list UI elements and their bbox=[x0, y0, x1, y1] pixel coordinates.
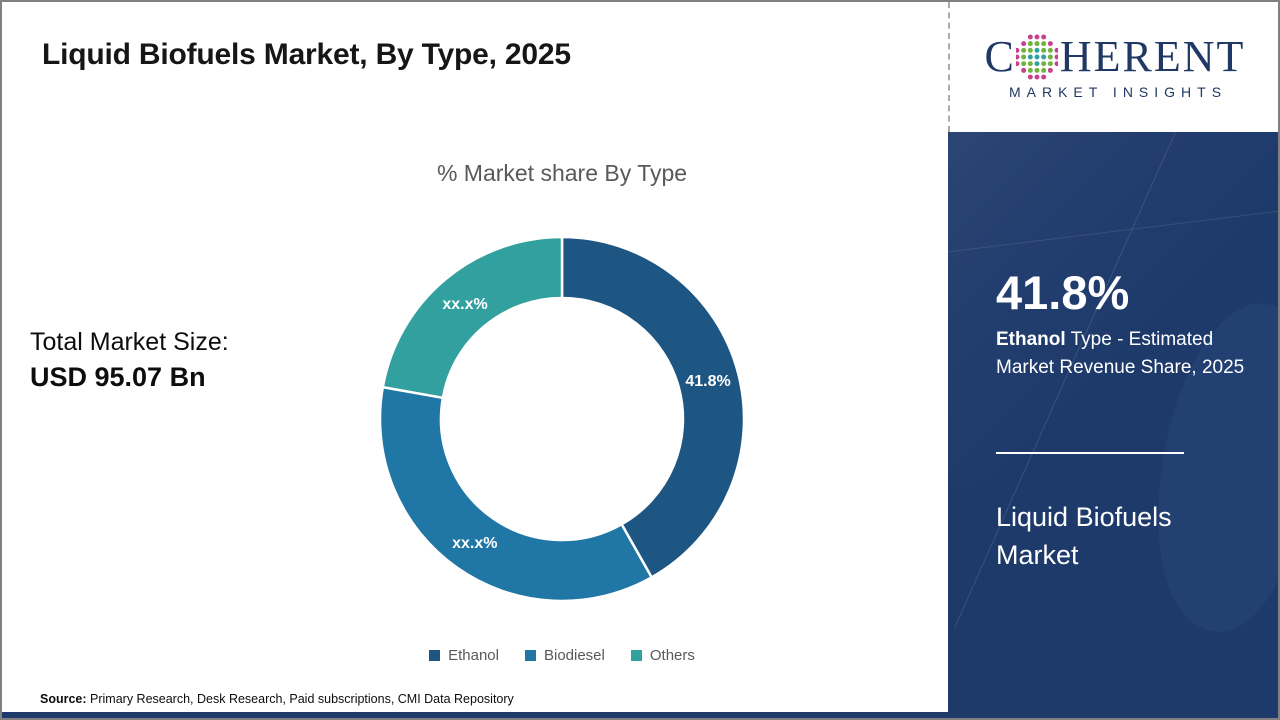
legend-item-biodiesel: Biodiesel bbox=[524, 647, 605, 664]
logo-letter-c: C bbox=[984, 32, 1014, 81]
globe-dot bbox=[1027, 41, 1033, 47]
globe-dot bbox=[1047, 61, 1053, 67]
globe-dot bbox=[1041, 54, 1047, 60]
total-market-value: USD 95.07 Bn bbox=[30, 362, 206, 392]
logo-subtitle: MARKET INSIGHTS bbox=[1008, 84, 1228, 100]
slice-label-ethanol: 41.8% bbox=[685, 373, 730, 390]
source-text: Primary Research, Desk Research, Paid su… bbox=[86, 692, 514, 706]
globe-dot bbox=[1027, 61, 1033, 67]
globe-dot bbox=[1015, 54, 1020, 60]
globe-dot bbox=[1027, 67, 1033, 73]
globe-dot bbox=[1054, 54, 1058, 60]
donut-slice-ethanol bbox=[560, 235, 746, 580]
globe-dot bbox=[1041, 67, 1047, 73]
globe-dot bbox=[1054, 47, 1058, 53]
globe-dot bbox=[1034, 34, 1040, 40]
legend-item-others: Others bbox=[630, 647, 695, 664]
globe-dot bbox=[1034, 41, 1040, 47]
source-label: Source: bbox=[40, 692, 87, 706]
globe-dot bbox=[1015, 61, 1020, 67]
donut-slice-others bbox=[381, 235, 564, 400]
globe-dot bbox=[1047, 54, 1053, 60]
sidebar-divider bbox=[996, 452, 1184, 454]
globe-dot bbox=[1041, 34, 1047, 40]
legend-swatch-biodiesel bbox=[524, 650, 536, 661]
source-line: Source: Primary Research, Desk Research,… bbox=[40, 692, 514, 706]
legend-label-others: Others bbox=[649, 647, 695, 664]
total-market-label: Total Market Size: bbox=[30, 328, 229, 356]
sidebar-market-name: Liquid Biofuels Market bbox=[996, 502, 1172, 570]
globe-dot bbox=[1041, 61, 1047, 67]
slice-label-biodiesel: xx.x% bbox=[452, 535, 497, 552]
globe-dot bbox=[1021, 61, 1027, 67]
legend-label-ethanol: Ethanol bbox=[448, 647, 499, 664]
dotted-globe-icon bbox=[1015, 34, 1058, 80]
sidebar-stat-description-rest: Type - Estimated Market Revenue Share, 2… bbox=[996, 329, 1245, 378]
chart-title: % Market share By Type bbox=[436, 160, 688, 186]
sidebar-decoration-line bbox=[948, 202, 1278, 255]
globe-dot bbox=[1047, 67, 1053, 73]
globe-dot bbox=[1034, 54, 1040, 60]
legend-swatch-others bbox=[630, 650, 642, 661]
sidebar: 41.8% Ethanol Type - Estimated Market Re… bbox=[948, 132, 1278, 718]
legend-item-ethanol: Ethanol bbox=[429, 647, 499, 664]
sidebar-stat-value: 41.8% bbox=[996, 266, 1130, 319]
company-logo: C HERENT MARKET INSIGHTS bbox=[948, 2, 1278, 132]
donut-slice-biodiesel bbox=[378, 385, 654, 603]
globe-dot bbox=[1041, 41, 1047, 47]
globe-dot bbox=[1027, 74, 1033, 80]
sidebar-stat-description-bold: Ethanol bbox=[996, 329, 1066, 350]
globe-dot bbox=[1034, 67, 1040, 73]
legend-swatch-ethanol bbox=[429, 650, 441, 661]
donut-chart: 41.8% xx.x% xx.x% bbox=[378, 235, 746, 603]
globe-dot bbox=[1034, 47, 1040, 53]
globe-dot bbox=[1034, 61, 1040, 67]
globe-dot bbox=[1021, 54, 1027, 60]
globe-dot bbox=[1034, 74, 1040, 80]
globe-dot bbox=[1027, 54, 1033, 60]
globe-dot bbox=[1041, 74, 1047, 80]
total-market-block: Total Market Size: USD 95.07 Bn bbox=[30, 328, 229, 393]
globe-dot bbox=[1021, 41, 1027, 47]
bottom-accent-bar bbox=[2, 712, 1278, 718]
globe-dot bbox=[1041, 47, 1047, 53]
globe-dot bbox=[1021, 67, 1027, 73]
globe-dot bbox=[1021, 47, 1027, 53]
slice-label-others: xx.x% bbox=[442, 296, 487, 313]
globe-dot bbox=[1027, 34, 1033, 40]
logo-letters-rest: HERENT bbox=[1059, 32, 1246, 81]
globe-dot bbox=[1015, 47, 1020, 53]
globe-dot bbox=[1047, 47, 1053, 53]
chart-legend: Ethanol Biodiesel Others bbox=[342, 647, 782, 664]
legend-label-biodiesel: Biodiesel bbox=[543, 647, 605, 664]
page-title: Liquid Biofuels Market, By Type, 2025 bbox=[42, 38, 571, 71]
logo-wordmark: C HERENT bbox=[985, 34, 1246, 80]
globe-dot bbox=[1047, 41, 1053, 47]
globe-dot bbox=[1027, 47, 1033, 53]
sidebar-stat-description: Ethanol Type - Estimated Market Revenue … bbox=[996, 326, 1254, 382]
globe-dot bbox=[1054, 61, 1058, 67]
